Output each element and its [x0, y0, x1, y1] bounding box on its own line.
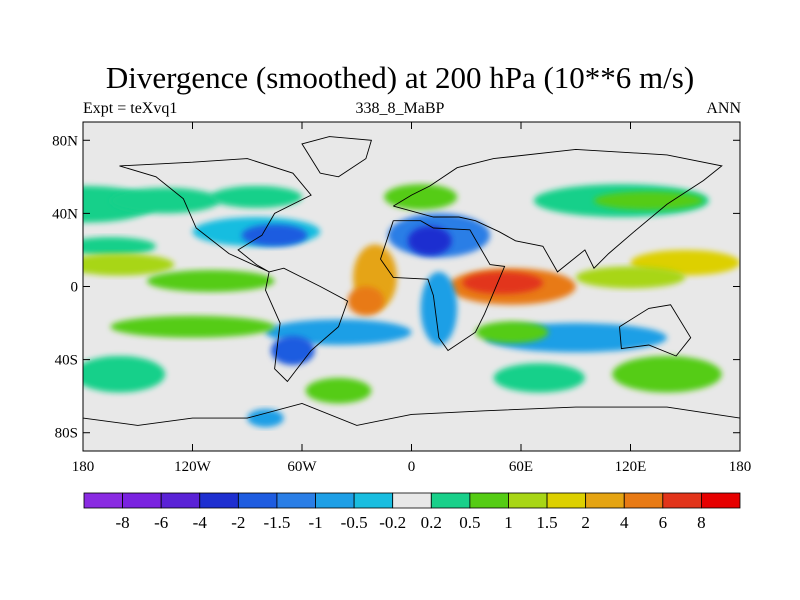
colorbar-label: -8: [116, 513, 130, 532]
field-blob: [247, 408, 284, 428]
colorbar-label: 1.5: [536, 513, 557, 532]
colorbar-label: 1: [504, 513, 513, 532]
colorbar-swatch: [623, 492, 664, 509]
colorbar-swatch: [430, 492, 471, 509]
colorbar-swatch: [662, 492, 702, 509]
colorbar-swatch: [83, 492, 123, 509]
field-blob: [210, 185, 302, 208]
x-tick-label: 180: [729, 459, 752, 475]
x-tick-label: 60E: [509, 459, 533, 475]
experiment-label: Expt = teXvq1: [83, 100, 178, 117]
colorbar-label: -1: [308, 513, 322, 532]
colorbar-swatch: [160, 492, 201, 509]
colorbar-swatch: [353, 492, 394, 509]
colorbar-swatch: [469, 492, 509, 509]
colorbar: -8 -6 -4 -2 -1.5 -1 -0.5 -0.2 0.2 0.5 1 1.5 2 4 6 8: [83, 492, 741, 532]
x-tick-label: 180: [72, 459, 95, 475]
y-tick-label: 40N: [52, 206, 78, 222]
field-blob: [420, 271, 458, 345]
colorbar-label: -0.5: [341, 513, 368, 532]
divergence-field: [83, 184, 740, 428]
colorbar-label: -0.2: [379, 513, 406, 532]
coastline: [265, 267, 349, 383]
field-blob: [270, 335, 315, 366]
colorbar-swatch: [122, 492, 162, 509]
y-tick-label: 80N: [52, 133, 78, 149]
coastline: [119, 158, 312, 273]
colorbar-swatch: [508, 492, 548, 509]
coastline: [83, 403, 740, 426]
colorbar-label: -2: [231, 513, 245, 532]
chart-title: Divergence (smoothed) at 200 hPa (10**6 …: [105, 60, 695, 95]
colorbar-label: 6: [659, 513, 668, 532]
y-tick-label: 40S: [55, 353, 78, 369]
colorbar-label: 8: [697, 513, 706, 532]
coastline: [301, 136, 372, 178]
field-blob: [594, 191, 704, 210]
colorbar-swatch: [315, 492, 355, 509]
field-blob: [110, 315, 275, 338]
field-blob: [575, 266, 686, 289]
coastline: [380, 220, 506, 352]
colorbar-swatch: [701, 492, 741, 509]
field-blob: [110, 187, 220, 214]
season-label: ANN: [706, 100, 741, 117]
field-blob: [462, 271, 543, 294]
colorbar-swatch: [546, 492, 587, 509]
x-tick-label: 60W: [287, 459, 317, 475]
field-blob: [384, 184, 458, 210]
field-blob: [347, 286, 385, 316]
field-blob: [83, 355, 166, 393]
colorbar-swatch: [276, 492, 316, 509]
field-blob: [241, 224, 308, 247]
x-tick-label: 0: [408, 459, 416, 475]
colorbar-swatch: [585, 492, 625, 509]
field-blob: [146, 270, 275, 292]
colorbar-label: -6: [154, 513, 168, 532]
y-tick-label: 0: [71, 280, 79, 296]
colorbar-label: 0.2: [421, 513, 442, 532]
field-blob: [475, 321, 549, 344]
coastline: [619, 304, 692, 357]
case-label: 338_8_MaBP: [355, 100, 445, 117]
y-tick-label: 80S: [55, 426, 78, 442]
field-blob: [493, 363, 585, 393]
colorbar-label: -1.5: [263, 513, 290, 532]
field-blob: [407, 226, 452, 256]
coastlines: [83, 136, 740, 426]
coastline: [393, 148, 723, 273]
field-blob: [83, 253, 175, 276]
axis-ticks: 180 120W 60W 0 60E 120E 180 80N 40N 0 40S 80S: [52, 122, 751, 475]
colorbar-label: -4: [193, 513, 208, 532]
colorbar-swatch: [392, 492, 432, 509]
colorbar-swatch: [199, 492, 239, 509]
x-tick-label: 120E: [615, 459, 647, 475]
colorbar-label: 2: [581, 513, 590, 532]
x-tick-label: 120W: [174, 459, 212, 475]
field-blob: [612, 355, 722, 393]
field-blob: [83, 237, 156, 256]
colorbar-label: 0.5: [459, 513, 480, 532]
field-blob: [305, 377, 372, 404]
colorbar-swatch: [237, 492, 278, 509]
colorbar-label: 4: [620, 513, 629, 532]
